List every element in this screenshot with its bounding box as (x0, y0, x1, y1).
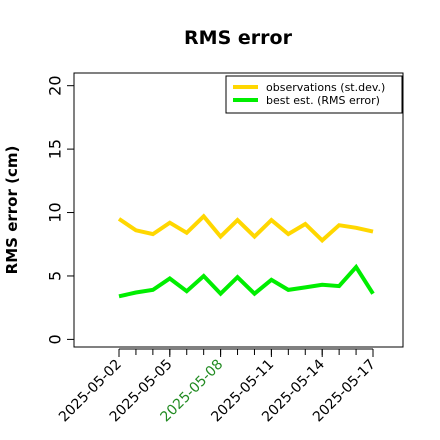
x-axis: 2025-05-022025-05-052025-05-082025-05-11… (56, 348, 379, 425)
series-layer (117, 213, 375, 299)
legend-label: observations (st.dev.) (266, 81, 385, 94)
y-tick-label: 15 (46, 139, 65, 159)
y-tick-label: 20 (46, 76, 65, 96)
plot-area (73, 72, 404, 348)
y-tick-label: 5 (46, 271, 65, 281)
legend-box (225, 75, 403, 114)
y-axis-label: RMS error (cm) (3, 146, 21, 275)
chart-title: RMS error (184, 27, 293, 49)
y-tick-label: 0 (46, 334, 65, 344)
legend: observations (st.dev.)best est. (RMS err… (225, 75, 403, 114)
series-line-1 (117, 213, 374, 244)
series-line-2 (118, 263, 375, 299)
y-tick-label: 10 (46, 202, 65, 222)
legend-label: best est. (RMS error) (266, 94, 380, 107)
y-axis: 0 5 10 15 20 (46, 76, 74, 344)
